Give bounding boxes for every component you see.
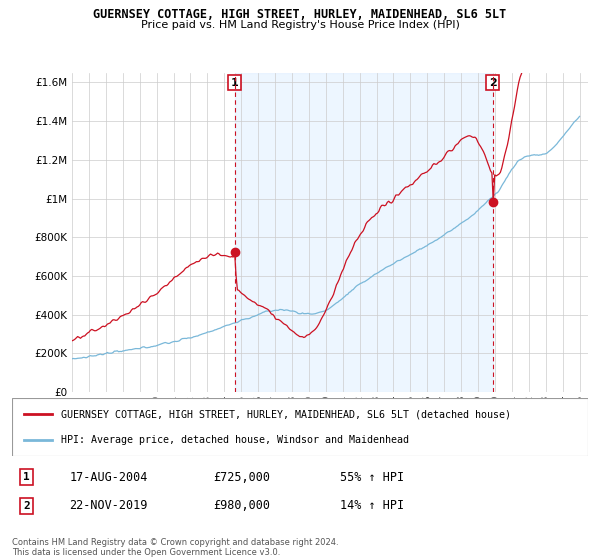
Bar [235, 73, 493, 392]
Text: GUERNSEY COTTAGE, HIGH STREET, HURLEY, MAIDENHEAD, SL6 5LT (detached house): GUERNSEY COTTAGE, HIGH STREET, HURLEY, M… [61, 409, 511, 419]
Text: 55% ↑ HPI: 55% ↑ HPI [340, 470, 404, 484]
Text: 14% ↑ HPI: 14% ↑ HPI [340, 500, 404, 512]
FancyBboxPatch shape [12, 398, 588, 456]
Text: 2: 2 [489, 78, 497, 87]
Text: GUERNSEY COTTAGE, HIGH STREET, HURLEY, MAIDENHEAD, SL6 5LT: GUERNSEY COTTAGE, HIGH STREET, HURLEY, M… [94, 8, 506, 21]
Text: Contains HM Land Registry data © Crown copyright and database right 2024.
This d: Contains HM Land Registry data © Crown c… [12, 538, 338, 557]
Text: 1: 1 [23, 472, 30, 482]
Text: 1: 1 [231, 78, 239, 87]
Text: 17-AUG-2004: 17-AUG-2004 [70, 470, 148, 484]
Text: HPI: Average price, detached house, Windsor and Maidenhead: HPI: Average price, detached house, Wind… [61, 435, 409, 445]
Text: 2: 2 [23, 501, 30, 511]
Text: 22-NOV-2019: 22-NOV-2019 [70, 500, 148, 512]
Text: £725,000: £725,000 [214, 470, 271, 484]
Text: Price paid vs. HM Land Registry's House Price Index (HPI): Price paid vs. HM Land Registry's House … [140, 20, 460, 30]
Text: £980,000: £980,000 [214, 500, 271, 512]
